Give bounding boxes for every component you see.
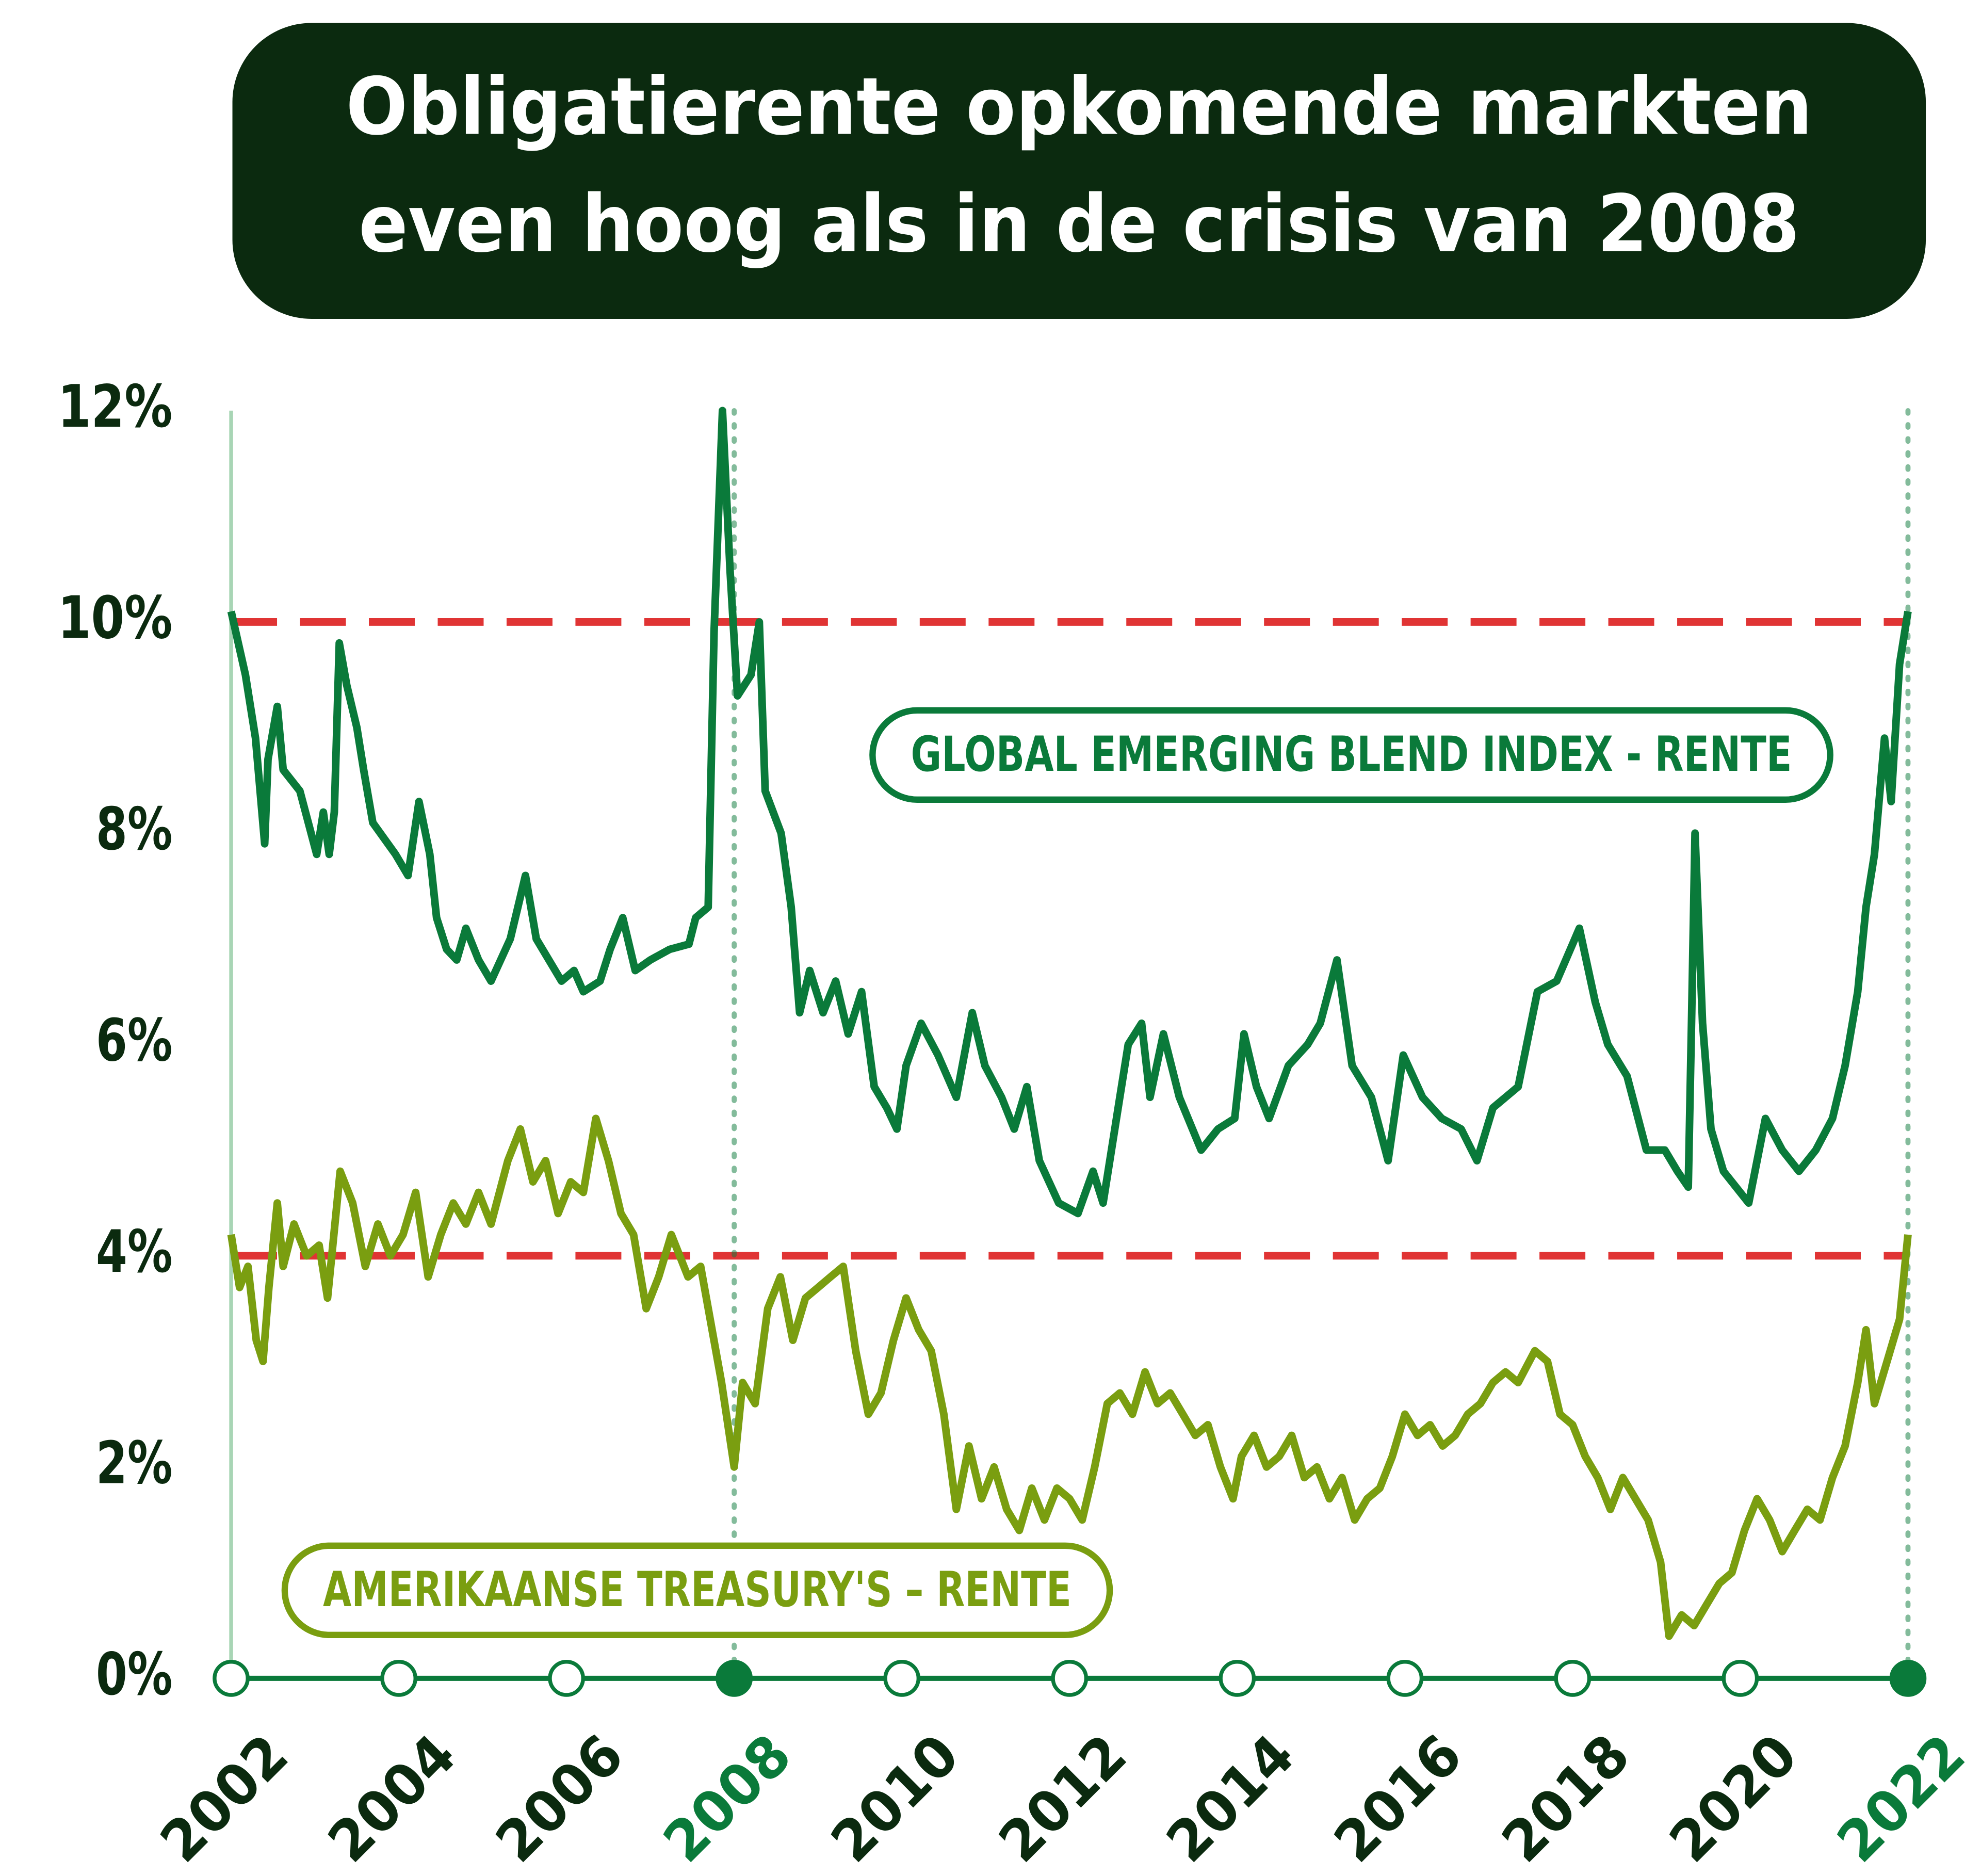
x-tick-label: 2002 [148, 1722, 301, 1874]
y-tick-label: 6% [96, 1006, 172, 1075]
legend-box [869, 707, 1833, 803]
x-tick-mark [380, 1660, 417, 1697]
legend-box [281, 1542, 1113, 1639]
x-tick-label: 2006 [483, 1722, 636, 1874]
x-tick-mark [1554, 1660, 1592, 1697]
x-tick-label: 2022 [1825, 1722, 1977, 1874]
x-tick-mark [548, 1660, 585, 1697]
x-tick-mark [1722, 1660, 1759, 1697]
x-tick-label: 2018 [1489, 1722, 1642, 1874]
x-tick-label: 2020 [1657, 1722, 1810, 1874]
legend-label: GLOBAL EMERGING BLEND INDEX - RENTE [911, 726, 1792, 783]
title-box [232, 23, 1926, 319]
chart-title: Obligatierente opkomende markten [346, 61, 1813, 153]
y-tick-label: 2% [96, 1429, 172, 1497]
series-line [227, 1114, 1912, 1640]
y-tick-label: 4% [96, 1217, 172, 1286]
x-tick-mark [1889, 1660, 1927, 1697]
x-tick-label: 2016 [1322, 1722, 1474, 1874]
x-tick-mark [716, 1660, 753, 1697]
x-tick-mark [1219, 1660, 1256, 1697]
x-tick-label: 2014 [1154, 1722, 1307, 1874]
x-tick-label: 2010 [819, 1722, 971, 1874]
legend-label: AMERIKAANSE TREASURY'S – RENTE [323, 1562, 1071, 1618]
series-line [227, 407, 1912, 1218]
x-tick-mark [1386, 1660, 1424, 1697]
x-tick-mark [1051, 1660, 1089, 1697]
x-tick-label: 2004 [316, 1722, 468, 1874]
chart-title: even hoog als in de crisis van 2008 [359, 179, 1799, 270]
x-tick-label: 2012 [986, 1722, 1139, 1874]
x-tick-mark [883, 1660, 921, 1697]
y-tick-label: 10% [58, 584, 172, 652]
y-tick-label: 8% [96, 795, 172, 863]
x-tick-mark [213, 1660, 250, 1697]
x-tick-label: 2008 [651, 1722, 804, 1874]
y-tick-label: 0% [96, 1640, 172, 1708]
y-tick-label: 12% [58, 372, 172, 441]
